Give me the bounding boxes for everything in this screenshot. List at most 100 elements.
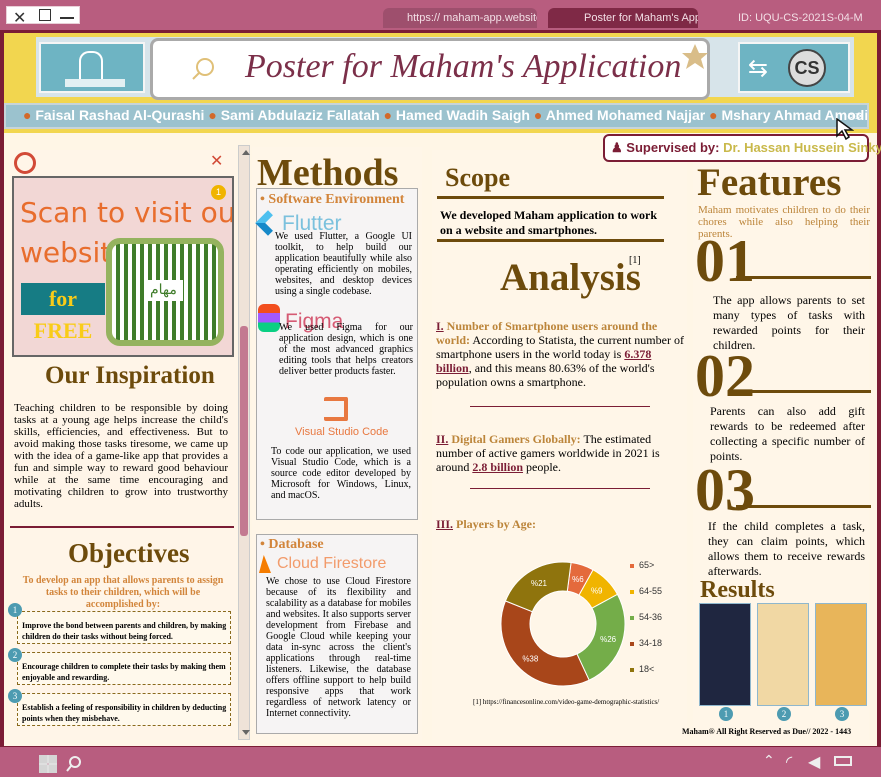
cs-logo: ⇆ CS (738, 42, 850, 93)
analysis-num-1: I. (436, 319, 444, 333)
objectives-intro: To develop an app that allows parents to… (22, 575, 224, 610)
cursor-icon (836, 118, 854, 140)
close-panel-icon[interactable]: ✕ (210, 153, 224, 170)
result-number: 1 (719, 707, 733, 721)
result-screen[interactable] (815, 603, 867, 706)
team-member: Hamed Wadih Saigh (395, 107, 530, 123)
url-tab[interactable]: https:// maham-app.website (383, 8, 537, 28)
forbidden-icon[interactable] (14, 152, 36, 174)
supervisor-name: Dr. Hassan Hussein Sinky (723, 140, 881, 155)
result-screen[interactable] (757, 603, 809, 706)
analysis-num-3: III. (436, 517, 454, 531)
objectives-title: Objectives (68, 538, 190, 568)
inspiration-text: Teaching children to be responsible by d… (14, 402, 228, 510)
volume-icon[interactable]: ◀ (808, 752, 821, 771)
legend-swatch (630, 642, 634, 646)
analysis-item-2: II. Digital Gamers Globally: The estimat… (436, 432, 684, 474)
qr-label: مهام (144, 280, 183, 301)
analysis-head-2: Digital Gamers Globally: (451, 432, 581, 446)
analysis-text-2a: The estimated number of active gamers wo… (436, 432, 660, 474)
legend-item-54-36: 54-36 (630, 612, 662, 622)
result-screen[interactable] (699, 603, 751, 706)
objective-number: 1 (8, 603, 22, 617)
analysis-text-1b: , and this means 80.63% of the world's p… (436, 361, 655, 389)
poster-title: Poster for Maham's Application (245, 48, 682, 85)
figma-text: We used Figma for our application design… (279, 322, 413, 377)
objective-number: 2 (8, 648, 22, 662)
objective-item: Encourage children to complete their tas… (17, 652, 231, 685)
legend-label: 65> (639, 560, 655, 570)
search-icon[interactable] (191, 56, 217, 82)
bullet-icon: • (260, 537, 269, 552)
age-legend: 65> 64-55 54-36 34-18 18< (630, 560, 690, 680)
legend-label: 34-18 (639, 638, 663, 648)
software-title: • Software Environment (260, 192, 404, 208)
database-title-label: Database (268, 537, 324, 552)
team-member: Mshary Ahmad Amodi... (721, 107, 869, 123)
bullet-icon: • (260, 192, 269, 207)
methods-title: Methods (257, 152, 399, 194)
team-strip: ● Faisal Rashad Al-Qurashi ● Sami Abdula… (4, 103, 869, 129)
figma-label: Figma (285, 310, 344, 333)
age-donut-chart: %6 %9 %26 %38 %21 (500, 561, 626, 687)
donut-label-18<: %21 (531, 579, 548, 588)
donut-label-54-36: %26 (600, 635, 617, 644)
arrows-icon: ⇆ (748, 54, 769, 82)
scope-divider-top (437, 196, 664, 199)
analysis-text-2b: people. (526, 460, 562, 474)
poster-tab[interactable]: Poster for Maham's App... (548, 8, 698, 28)
id-tab[interactable]: ID: UQU-CS-2021S-04-M (738, 12, 863, 24)
taskbar-search-icon[interactable] (66, 756, 82, 772)
member-icon: ● (383, 107, 393, 123)
vscode-logo-icon (324, 397, 348, 421)
vscode-text: To code our application, we used Visual … (271, 446, 411, 501)
analysis-text-1a: According to Statista, the current numbe… (436, 333, 684, 361)
flutter-text: We used Flutter, a Google UI toolkit, to… (275, 231, 412, 297)
scroll-down-icon[interactable] (242, 730, 250, 735)
cs-badge: CS (788, 49, 826, 87)
scan-text-3: for FREE (21, 283, 105, 343)
supervisor-label: Supervised by: (626, 140, 720, 155)
battery-icon[interactable] (834, 756, 852, 766)
objective-number: 3 (8, 689, 22, 703)
wifi-icon[interactable]: ◜ (786, 752, 793, 771)
scrollbar[interactable] (238, 145, 250, 740)
scroll-up-icon[interactable] (242, 150, 250, 155)
objective-item: Improve the bond between parents and chi… (17, 611, 231, 644)
legend-label: 18< (639, 664, 655, 674)
feature-text: The app allows parents to set many types… (713, 293, 865, 352)
firestore-label: Cloud Firestore (277, 555, 387, 572)
analysis-value-1: 6.378 billion (436, 347, 652, 375)
badge: 1 (211, 185, 226, 200)
reference: [1] https://financesonline.com/video-gam… (473, 698, 660, 706)
more-button[interactable]: >> (847, 109, 862, 123)
inspiration-title: Our Inspiration (45, 362, 215, 389)
scope-text: We developed Maham application to work o… (440, 208, 658, 237)
legend-swatch (630, 564, 634, 568)
close-icon[interactable]: ✕ (13, 10, 27, 27)
feature-text: If the child completes a task, they can … (708, 519, 865, 578)
donut-label-65>: %6 (572, 575, 584, 584)
legend-item-65>: 65> (630, 560, 654, 570)
windows-icon[interactable] (39, 755, 57, 773)
analysis-head-1: Number of Smartphone users around the wo… (436, 319, 658, 347)
minimize-icon[interactable] (60, 17, 74, 19)
team-member: Sami Abdulaziz Fallatah (220, 107, 380, 123)
qr-code[interactable]: مهام (106, 238, 224, 346)
square-icon[interactable] (39, 9, 51, 21)
results-title: Results (700, 577, 775, 603)
legend-swatch (630, 616, 634, 620)
scroll-thumb[interactable] (240, 326, 248, 536)
chevron-up-icon[interactable]: ⌃ (763, 753, 775, 769)
legend-item-64-55: 64-55 (630, 586, 662, 596)
donut-label-34-18: %38 (522, 654, 539, 663)
feature-number: 01 (695, 228, 755, 294)
feature-number: 03 (695, 457, 755, 523)
legend-swatch (630, 590, 634, 594)
title-box (150, 38, 710, 100)
analysis-head-3: Players by Age: (456, 517, 537, 531)
result-number: 3 (835, 707, 849, 721)
center-column (432, 150, 687, 740)
analysis-ref: [1] (629, 255, 641, 266)
star-icon[interactable] (681, 43, 709, 71)
